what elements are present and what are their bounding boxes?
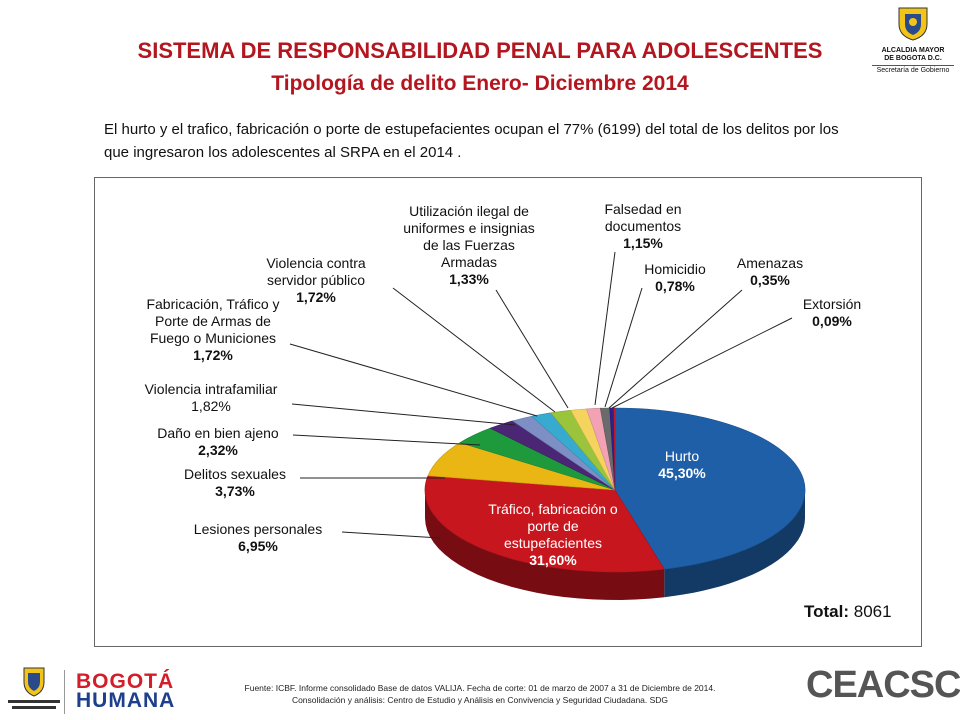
ceacsc-logo: CEACSC	[800, 660, 960, 716]
logo-line1: ALCALDIA MAYOR	[881, 47, 945, 54]
label-violencia_intra: Violencia intrafamiliar 1,82%	[145, 381, 278, 414]
footer-line1: Fuente: ICBF. Informe consolidado Base d…	[244, 683, 716, 693]
bogota-line2: HUMANA	[76, 689, 176, 712]
leader-line-2	[292, 434, 481, 446]
label-amenazas-line-1: 0,35%	[750, 272, 790, 288]
label-extorsion-line-1: 0,09%	[812, 313, 852, 329]
shield-icon	[898, 7, 928, 41]
label-homicidio: Homicidio 0,78%	[644, 261, 706, 294]
label-servidor: Violencia contra servidor público 1,72%	[266, 255, 366, 305]
label-armas-line-1: Porte de Armas de	[155, 313, 271, 329]
pie-side-0	[664, 490, 805, 598]
footer-source: Fuente: ICBF. Informe consolidado Base d…	[160, 682, 800, 706]
alcaldia-logo: ALCALDIA MAYOR DE BOGOTA D.C. Secretaría…	[872, 4, 954, 75]
leader-line-4	[289, 343, 538, 417]
label-servidor-line-1: servidor público	[267, 272, 365, 288]
leader-line-0	[341, 531, 441, 539]
label-sexuales-line-1: 3,73%	[215, 483, 255, 499]
label-homicidio-line-1: 0,78%	[655, 278, 695, 294]
label-armas: Fabricación, Tráfico y Porte de Armas de F…	[146, 296, 279, 363]
label-falsedad-line-2: 1,15%	[623, 235, 663, 251]
footer-line2: Consolidación y análisis: Centro de Estu…	[291, 695, 669, 705]
bogota-humana-logo: BOGOTÁ HUMANA	[76, 670, 176, 712]
label-servidor-line-2: 1,72%	[296, 289, 336, 305]
label-sexuales: Delitos sexuales 3,73%	[184, 466, 286, 499]
label-trafico-line-1: porte de	[527, 518, 579, 534]
label-violencia_intra-line-1: 1,82%	[191, 398, 231, 414]
shield-small-icon	[8, 667, 60, 709]
label-servidor-line-0: Violencia contra	[266, 255, 366, 271]
label-uniformes-line-0: Utilización ilegal de	[409, 203, 529, 219]
label-homicidio-line-0: Homicidio	[644, 261, 706, 277]
leader-line-9	[608, 289, 743, 409]
label-hurto: Hurto 45,30%	[658, 448, 706, 481]
label-amenazas-line-0: Amenazas	[737, 255, 803, 271]
label-uniformes-line-4: 1,33%	[449, 271, 489, 287]
leader-line-3	[291, 403, 516, 426]
label-trafico-line-2: estupefacientes	[504, 535, 602, 551]
label-lesiones-line-1: 6,95%	[238, 538, 278, 554]
label-dano-line-0: Daño en bien ajeno	[157, 425, 279, 441]
pie-slice-0	[614, 407, 806, 570]
leader-line-5	[392, 287, 556, 413]
label-extorsion-line-0: Extorsión	[803, 296, 861, 312]
label-hurto-line-0: Hurto	[665, 448, 699, 464]
page-title: SISTEMA DE RESPONSABILIDAD PENAL PARA AD…	[137, 38, 823, 63]
label-armas-line-3: 1,72%	[193, 347, 233, 363]
label-sexuales-line-0: Delitos sexuales	[184, 466, 286, 482]
label-trafico: Tráfico, fabricación o porte de estupefaci…	[488, 501, 618, 568]
label-extorsion: Extorsión 0,09%	[803, 296, 861, 329]
label-lesiones-line-0: Lesiones personales	[194, 521, 322, 537]
label-falsedad-line-0: Falsedad en	[604, 201, 681, 217]
label-armas-line-0: Fabricación, Tráfico y	[146, 296, 279, 312]
page-subtitle: Tipología de delito Enero- Diciembre 201…	[271, 72, 689, 95]
label-falsedad-line-1: documentos	[605, 218, 681, 234]
logo-line2: DE BOGOTA D.C.	[884, 55, 942, 62]
pie-slice-1	[424, 475, 665, 573]
logo-divider	[64, 670, 65, 714]
pie-slice-12	[613, 407, 616, 491]
label-falsedad: Falsedad en documentos 1,15%	[604, 201, 681, 251]
label-trafico-line-0: Tráfico, fabricación o	[488, 501, 618, 517]
label-trafico-line-3: 31,60%	[529, 552, 577, 568]
logo-line3: Secretaría de Gobierno	[872, 65, 954, 75]
leader-line-6	[495, 289, 569, 409]
total-value: 8061	[853, 602, 892, 621]
leader-line-7	[594, 251, 616, 406]
label-uniformes: Utilización ilegal de uniformes e insigni…	[403, 203, 535, 287]
bogota-line1: BOGOTÁ	[76, 670, 175, 693]
label-lesiones: Lesiones personales 6,95%	[194, 521, 322, 554]
description-text: El hurto y el trafico, fabricación o por…	[104, 121, 839, 161]
pie-side-1	[425, 490, 665, 600]
label-armas-line-2: Fuego o Municiones	[150, 330, 276, 346]
total-label: Total: 8061	[804, 602, 892, 622]
label-violencia_intra-line-0: Violencia intrafamiliar	[145, 381, 278, 397]
label-hurto-line-1: 45,30%	[658, 465, 706, 481]
total-caption: Total:	[804, 602, 850, 621]
label-uniformes-line-2: de las Fuerzas	[423, 237, 515, 253]
alcaldia-small-logo	[6, 666, 62, 719]
label-amenazas: Amenazas 0,35%	[737, 255, 803, 288]
leader-line-8	[604, 287, 643, 408]
label-uniformes-line-3: Armadas	[441, 254, 497, 270]
label-dano-line-1: 2,32%	[198, 442, 238, 458]
label-dano: Daño en bien ajeno 2,32%	[157, 425, 279, 458]
leader-line-10	[611, 317, 793, 409]
label-uniformes-line-1: uniformes e insignias	[403, 220, 535, 236]
ceacsc-wordmark: CEACSC	[806, 664, 960, 706]
